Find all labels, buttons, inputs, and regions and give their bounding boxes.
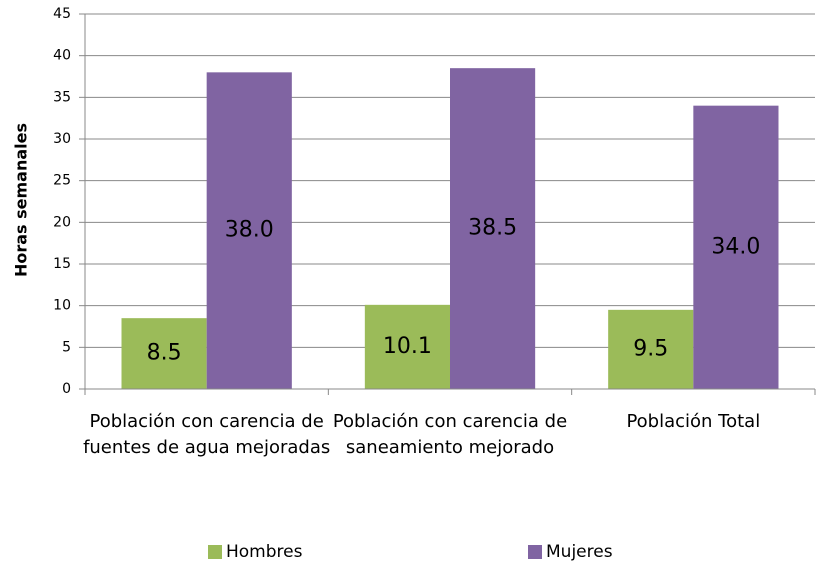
y-axis-label: Horas semanales [12, 123, 31, 277]
data-label: 38.5 [468, 216, 517, 241]
data-label: 38.0 [225, 218, 274, 243]
bar [121, 318, 207, 389]
y-tick-label: 40 [53, 48, 71, 64]
y-tick-label: 20 [53, 214, 71, 230]
x-tick-label: Población Total [626, 411, 761, 432]
data-label: 10.1 [383, 334, 432, 359]
legend-label: Mujeres [546, 542, 613, 562]
legend-swatch [208, 545, 222, 559]
y-tick-label: 35 [53, 89, 71, 105]
legend-label: Hombres [226, 542, 303, 562]
x-tick-label: Población con carencia de fuentes de agu… [83, 411, 331, 458]
y-tick-label: 25 [53, 173, 71, 189]
y-tick-label: 5 [62, 339, 71, 355]
data-label: 8.5 [147, 341, 182, 366]
y-tick-label: 10 [53, 298, 71, 314]
bar [364, 304, 450, 389]
data-label: 34.0 [711, 234, 760, 259]
y-tick-label: 15 [53, 256, 71, 272]
bar [608, 309, 694, 389]
bar [206, 72, 292, 389]
data-label: 9.5 [633, 336, 668, 361]
y-tick-label: 45 [53, 6, 71, 22]
y-tick-label: 30 [53, 131, 71, 147]
bar [693, 105, 779, 390]
y-tick-label: 0 [62, 381, 71, 397]
legend-swatch [528, 545, 542, 559]
x-tick-label: Población con carencia de saneamiento me… [332, 411, 568, 458]
bar [450, 68, 536, 390]
